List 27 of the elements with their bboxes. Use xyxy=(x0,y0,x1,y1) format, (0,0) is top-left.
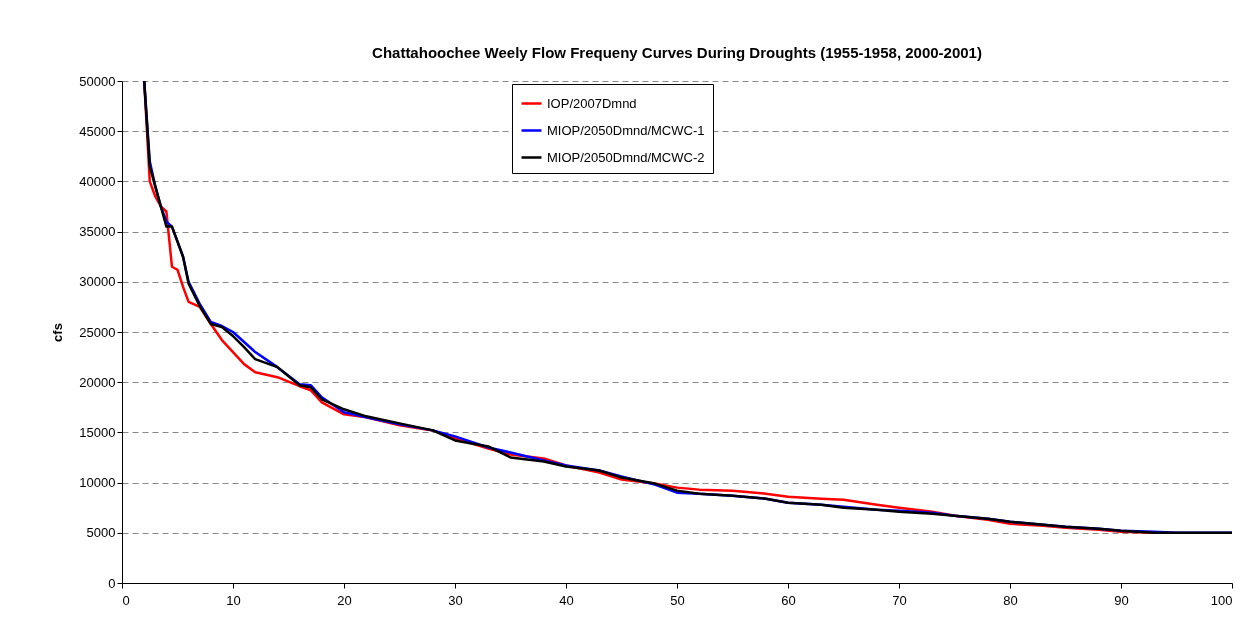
y-tick-label: 15000 xyxy=(79,424,116,440)
x-tick-label: 30 xyxy=(448,592,463,608)
x-tick-label: 10 xyxy=(226,592,241,608)
x-tick-label: 80 xyxy=(1003,592,1018,608)
y-tick-label: 35000 xyxy=(79,224,116,240)
y-axis-title: cfs xyxy=(50,323,66,342)
y-tick-label: 25000 xyxy=(79,324,116,340)
chart-title: Chattahoochee Weely Flow Frequeny Curves During Droughts (1955-1958, 2000-2001) xyxy=(372,44,982,61)
y-tick-label: 30000 xyxy=(79,274,116,290)
x-tick-label: 0 xyxy=(122,592,130,608)
x-tick-label: 90 xyxy=(1114,592,1129,608)
x-tick-label: 70 xyxy=(892,592,907,608)
legend-label: MIOP/2050Dmnd/MCWC-2 xyxy=(547,149,705,165)
x-tick-label: 50 xyxy=(670,592,685,608)
x-tick-label: 60 xyxy=(781,592,796,608)
y-tick-label: 10000 xyxy=(79,475,116,491)
y-tick-label: 50000 xyxy=(79,73,116,89)
legend-label: MIOP/2050Dmnd/MCWC-1 xyxy=(547,122,705,138)
y-tick-label: 20000 xyxy=(79,374,116,390)
x-tick-label: 100 xyxy=(1210,592,1233,608)
x-tick-label: 20 xyxy=(337,592,352,608)
legend-label: IOP/2007Dmnd xyxy=(547,95,637,111)
y-tick-label: 5000 xyxy=(86,525,116,541)
x-tick-label: 40 xyxy=(559,592,574,608)
y-tick-label: 0 xyxy=(108,575,116,591)
y-tick-label: 40000 xyxy=(79,173,116,189)
y-tick-label: 45000 xyxy=(79,123,116,139)
